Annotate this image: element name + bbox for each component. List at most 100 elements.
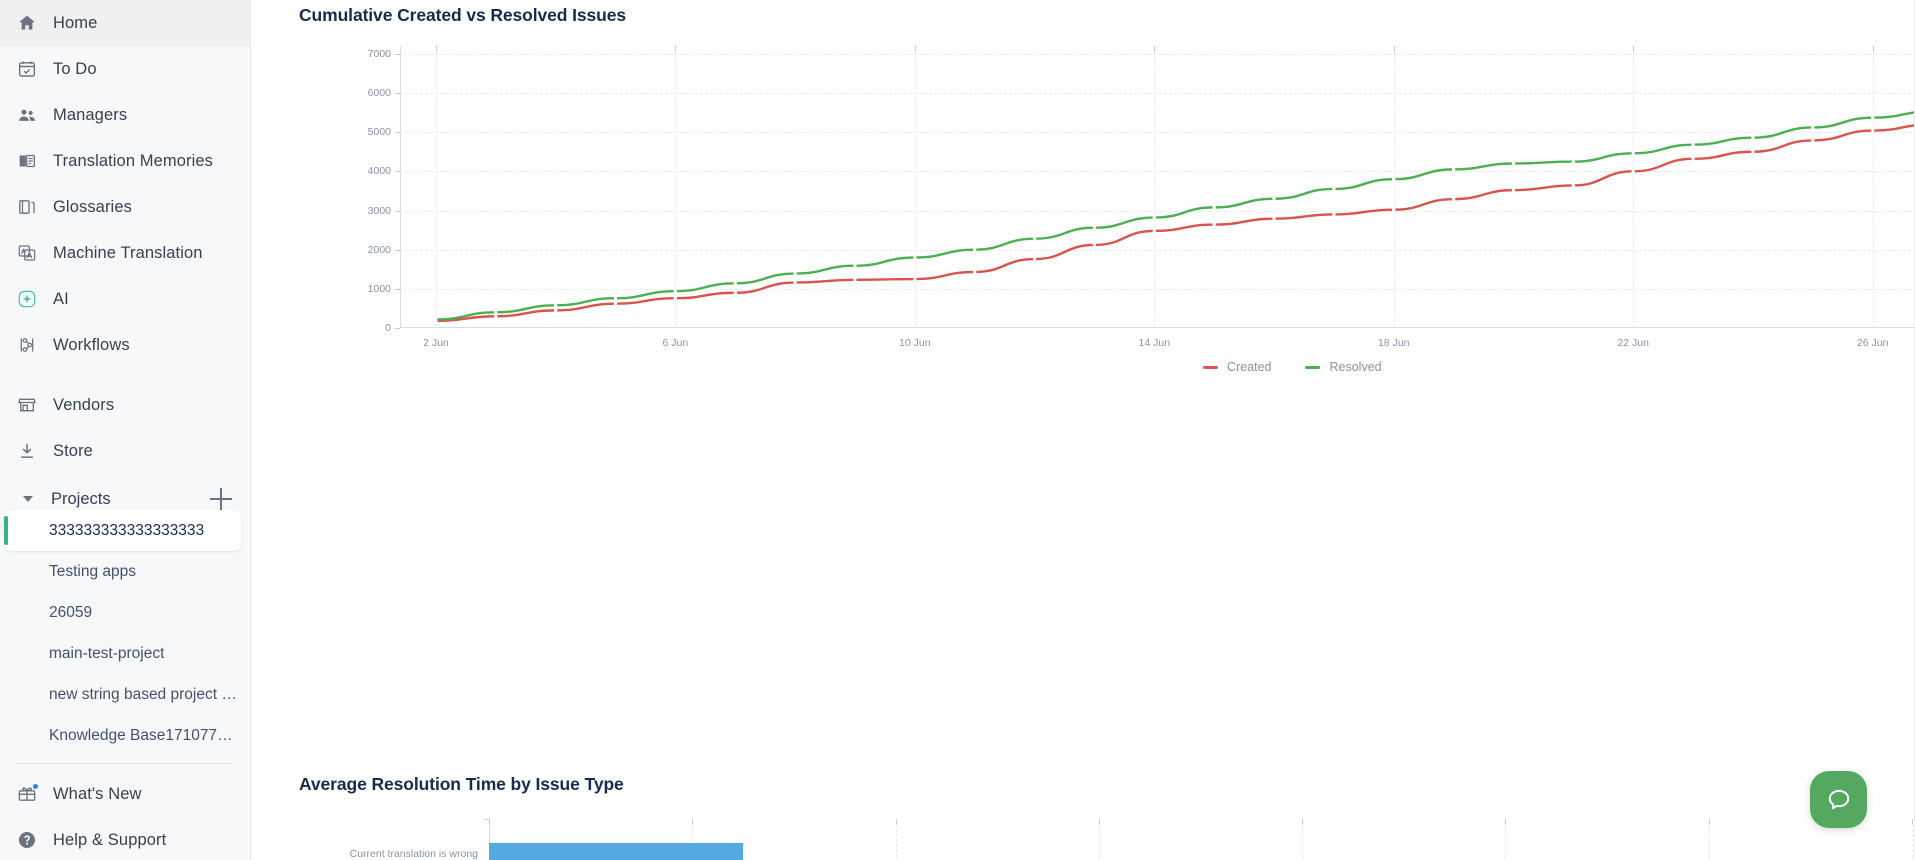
data-point-marker: [1392, 208, 1396, 212]
data-point-marker: [1212, 205, 1216, 209]
y-axis-tick-mark: [395, 210, 400, 212]
gridline-vertical: [895, 819, 897, 860]
books-stack-icon: [17, 197, 37, 217]
gridline-vertical: [1872, 46, 1874, 328]
x-axis-tick-label: 18 Jun: [1377, 337, 1410, 349]
gridline-horizontal: [400, 132, 1915, 134]
sidebar-item-label: Help & Support: [53, 830, 167, 849]
data-point-marker: [1392, 177, 1396, 181]
data-point-marker: [1032, 257, 1037, 261]
data-point-marker: [1751, 150, 1755, 154]
sidebar-item-vendors[interactable]: Vendors: [0, 382, 250, 428]
legend-swatch: [1203, 365, 1218, 369]
sidebar-item-machine-translation[interactable]: Machine Translation: [0, 230, 250, 276]
line-series-svg: [434, 111, 1915, 323]
add-project-button[interactable]: [210, 488, 232, 510]
data-point-marker: [1152, 229, 1156, 233]
x-axis-tick-mark: [895, 819, 897, 824]
data-point-marker: [1092, 243, 1097, 247]
sidebar-item-store[interactable]: Store: [0, 428, 250, 474]
x-axis-tick-mark: [675, 46, 677, 51]
whats-new-icon: [17, 783, 39, 804]
sidebar-item-ai[interactable]: AI: [0, 276, 250, 322]
x-axis-tick-label: 22 Jun: [1617, 337, 1649, 349]
data-point-marker: [673, 289, 677, 293]
legend-item-created[interactable]: Created: [1203, 360, 1271, 374]
data-point-marker: [1871, 116, 1875, 120]
avg-resolution-card: Average Resolution Time by Issue Type 02…: [299, 382, 1915, 860]
sidebar-item-glossaries[interactable]: Glossaries: [0, 184, 250, 230]
x-axis-tick-mark: [1708, 819, 1710, 824]
gridline-vertical: [914, 46, 916, 328]
gridline-vertical: [1393, 46, 1395, 328]
project-item-label: main-test-project: [49, 644, 165, 662]
chevron-down-icon[interactable]: [23, 496, 33, 502]
gridline-horizontal: [400, 288, 1915, 290]
data-point-marker: [613, 302, 618, 306]
data-point-marker: [1691, 143, 1695, 147]
y-axis-tick-mark: [395, 288, 400, 290]
help-circle-icon: [17, 830, 37, 850]
chat-bubble-icon: [1828, 789, 1849, 810]
sidebar-item-help-support[interactable]: Help & Support: [0, 817, 250, 860]
translate-icon: [17, 243, 37, 263]
gridline-vertical: [1911, 819, 1913, 860]
projects-list: 333333333333333333 Testing apps 26059 ma…: [0, 510, 250, 756]
data-point-marker: [733, 291, 737, 295]
data-point-marker: [1332, 187, 1336, 191]
sidebar-item-label: Glossaries: [53, 197, 132, 216]
page-title-bar-chart: Average Resolution Time by Issue Type: [299, 774, 624, 794]
projects-section-header: Projects: [0, 488, 250, 510]
bar[interactable]: [489, 842, 744, 860]
data-point-marker: [1571, 159, 1575, 164]
x-axis-tick-mark: [1302, 819, 1303, 824]
legend-item-resolved[interactable]: Resolved: [1305, 360, 1382, 374]
x-axis-tick-mark: [914, 46, 916, 51]
sidebar-item-label: Store: [53, 441, 93, 460]
y-axis-tick-label: 6000: [367, 87, 391, 99]
x-axis-tick-mark: [489, 819, 490, 824]
data-point-marker: [1092, 226, 1097, 230]
data-point-marker: [1691, 157, 1695, 161]
project-item[interactable]: new string based project v...: [0, 674, 250, 715]
sidebar-item-home[interactable]: Home: [0, 0, 250, 46]
y-axis-tick-label: 0: [385, 322, 391, 334]
y-axis-tick-label: 7000: [367, 47, 391, 60]
help-chat-bubble-button[interactable]: [1810, 771, 1867, 828]
gridline-vertical: [675, 46, 677, 328]
gridline-horizontal: [400, 93, 1915, 94]
data-point-marker: [434, 317, 438, 321]
project-item[interactable]: Knowledge Base17107757...: [0, 715, 250, 756]
left-sidebar: Home To Do Managers Translation Memories: [0, 0, 251, 860]
download-icon: [17, 441, 37, 461]
sidebar-item-translation-memories[interactable]: Translation Memories: [0, 138, 250, 184]
y-axis-tick-label: 4000: [367, 165, 391, 178]
notification-badge: [32, 783, 39, 790]
store-front-icon: [17, 395, 37, 415]
project-item[interactable]: main-test-project: [0, 633, 250, 674]
sidebar-item-whats-new[interactable]: What's New: [0, 771, 250, 817]
data-point-marker: [554, 308, 558, 312]
data-point-marker: [1452, 197, 1456, 201]
sidebar-item-to-do[interactable]: To Do: [0, 46, 250, 92]
y-axis-tick-mark: [395, 328, 400, 329]
bar-chart-plot: 0246810121416Current translation is wron…: [350, 819, 1915, 860]
data-point-marker: [1631, 151, 1635, 155]
legend-swatch: [1305, 365, 1321, 369]
y-axis-tick-mark: [395, 53, 400, 55]
project-item[interactable]: Testing apps: [0, 551, 250, 592]
data-point-marker: [1332, 212, 1336, 217]
data-point-marker: [1152, 215, 1156, 220]
project-item-label: 26059: [49, 603, 93, 621]
y-axis-tick-mark: [395, 171, 400, 173]
data-point-marker: [494, 310, 498, 314]
project-item-selected[interactable]: 333333333333333333: [4, 510, 241, 551]
y-axis-tick-mark: [395, 132, 400, 134]
sidebar-item-managers[interactable]: Managers: [0, 92, 250, 138]
data-point-marker: [673, 296, 677, 300]
data-point-marker: [494, 314, 498, 318]
sidebar-item-workflows[interactable]: Workflows: [0, 322, 250, 368]
y-axis-tick-label: 3000: [367, 204, 391, 217]
project-item[interactable]: 26059: [0, 592, 250, 633]
x-axis-tick-label: 26 Jun: [1856, 337, 1889, 349]
